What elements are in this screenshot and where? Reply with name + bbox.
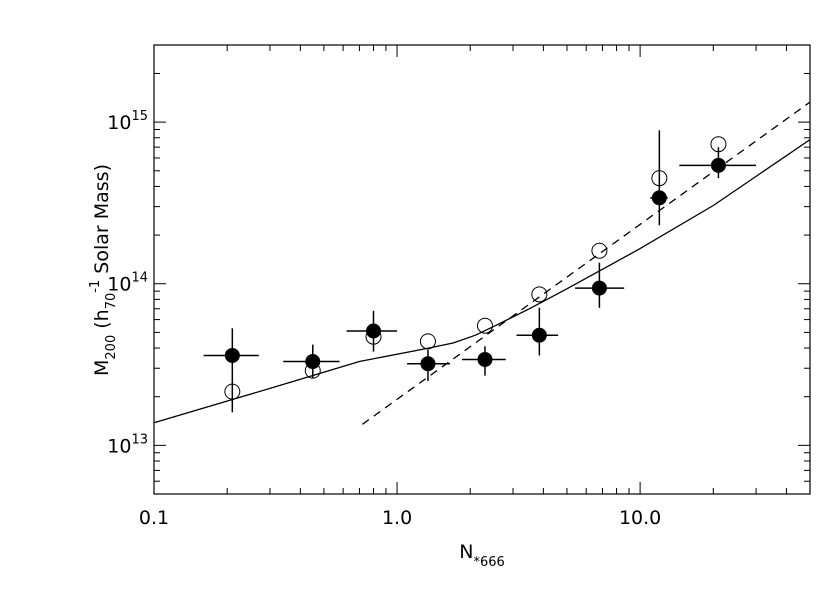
open-circle-point — [591, 242, 608, 259]
filled-circle-point — [420, 356, 436, 372]
filled-circle-point — [531, 327, 547, 343]
y-axis-title-sub2: 70 — [104, 293, 119, 310]
y-axis-title-sub: 200 — [104, 335, 119, 360]
y-axis-title-sup: -1 — [88, 280, 103, 293]
filled-circle-point — [224, 347, 240, 363]
x-tick-label: 10.0 — [619, 507, 661, 529]
dashed-fit-line — [362, 101, 811, 425]
filled-circle-point — [710, 157, 726, 173]
x-axis-title-main: N — [459, 541, 473, 563]
y-tick-label: 1015 — [107, 109, 148, 134]
x-tick-label: 0.1 — [139, 507, 169, 529]
filled-circle-point — [305, 354, 321, 370]
fit-lines-layer — [153, 101, 811, 425]
data-points-layer — [203, 130, 757, 413]
x-axis-title: N*666 — [459, 541, 505, 570]
x-tick-label: 1.0 — [382, 507, 412, 529]
y-tick-base: 10 — [107, 435, 131, 457]
y-axis-title-tail: Solar Mass) — [91, 164, 113, 280]
filled-circle-point — [366, 323, 382, 339]
y-tick-base: 10 — [107, 112, 131, 134]
y-axis-title-main: M — [91, 360, 113, 376]
plot-frame — [153, 44, 811, 495]
filled-circle-point — [477, 351, 493, 367]
y-axis-title-mid: (h — [91, 309, 113, 335]
open-circle-point — [419, 333, 436, 350]
y-axis-title: M200 (h70-1 Solar Mass) — [88, 164, 119, 376]
filled-circle-point — [591, 280, 607, 296]
y-tick-base: 10 — [107, 274, 131, 296]
y-tick-label: 1014 — [107, 271, 148, 296]
y-tick-exponent: 15 — [131, 109, 148, 124]
y-tick-exponent: 13 — [131, 432, 148, 447]
y-tick-exponent: 14 — [131, 271, 148, 286]
open-circle-point — [531, 286, 548, 303]
solid-fit-line — [153, 139, 811, 424]
open-circle-point — [476, 317, 493, 334]
x-axis-title-sub: *666 — [473, 555, 504, 570]
filled-circle-point — [651, 190, 667, 206]
y-tick-label: 1013 — [107, 432, 148, 457]
